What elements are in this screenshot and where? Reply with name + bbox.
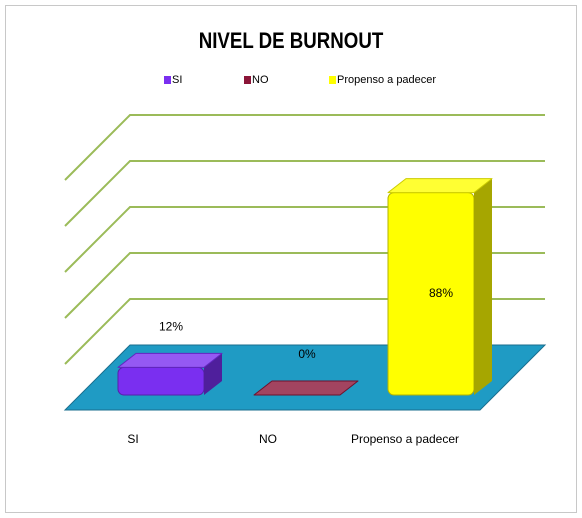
x-tick-label: Propenso a padecer (351, 432, 459, 446)
legend-label: SI (172, 74, 182, 86)
grid-line (64, 160, 545, 227)
bar-top (387, 178, 493, 194)
data-label: 88% (429, 286, 453, 300)
x-tick-label: SI (127, 432, 138, 446)
data-label: 0% (298, 347, 316, 361)
bar-top (117, 352, 223, 368)
legend-label: NO (252, 74, 269, 86)
bar-top (253, 380, 359, 396)
bar-side (474, 178, 492, 395)
x-tick-label: NO (259, 432, 277, 446)
legend-swatch (329, 76, 336, 84)
legend-label: Propenso a padecer (337, 74, 436, 86)
bar-side (204, 353, 222, 395)
bar-front (117, 366, 205, 396)
legend-swatch (164, 76, 171, 84)
grid-line (64, 114, 545, 181)
chart-title: NIVEL DE BURNOUT (199, 29, 384, 53)
data-label: 12% (159, 320, 183, 334)
legend-swatch (244, 76, 251, 84)
